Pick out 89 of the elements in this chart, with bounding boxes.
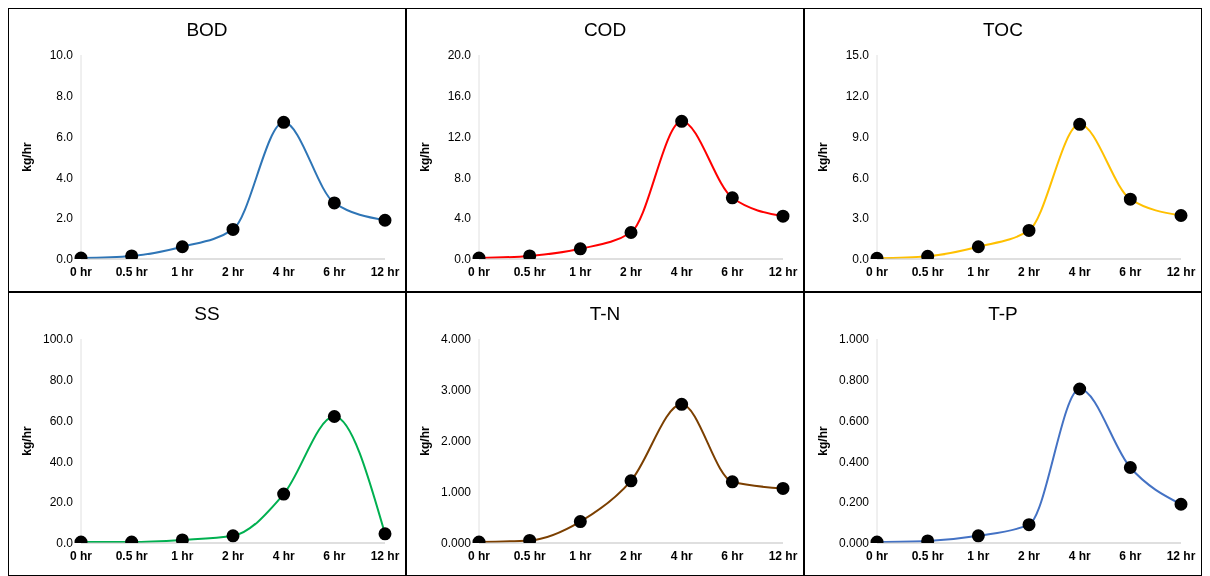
y-tick-label: 0.600 — [838, 413, 870, 428]
chart-title: T-N — [588, 303, 622, 325]
y-tick-label: 0.400 — [838, 454, 870, 469]
x-tick-label: 4 hr — [670, 264, 693, 279]
x-tick-label: 12 hr — [1166, 264, 1196, 279]
y-tick-label: 6.0 — [56, 129, 74, 144]
x-tick-label: 0 hr — [69, 264, 93, 279]
x-tick-label: 2 hr — [1017, 548, 1041, 563]
x-tick-label: 6 hr — [721, 264, 744, 279]
x-tick-label: 0 hr — [865, 548, 889, 563]
y-tick-label: 1.000 — [440, 485, 472, 500]
x-tick-label: 12 hr — [768, 264, 798, 279]
x-tick-label: 2 hr — [619, 548, 643, 563]
x-tick-label: 4 hr — [272, 548, 295, 563]
x-tick-label: 0.5 hr — [513, 548, 546, 563]
y-tick-label: 20.0 — [447, 48, 472, 63]
y-axis-title: kg/hr — [418, 142, 433, 172]
y-tick-label: 12.0 — [447, 129, 472, 144]
x-tick-label: 12 hr — [370, 264, 400, 279]
y-tick-label: 9.0 — [852, 129, 870, 144]
x-tick-label: 0 hr — [467, 264, 491, 279]
y-axis-title: kg/hr — [816, 142, 831, 172]
y-tick-label: 0.0 — [56, 252, 74, 267]
y-tick-label: 60.0 — [49, 413, 74, 428]
chart-title: SS — [193, 303, 221, 325]
x-tick-label: 2 hr — [221, 264, 245, 279]
x-tick-label: 4 hr — [272, 264, 295, 279]
chart-title: T-P — [987, 303, 1019, 325]
y-axis-title: kg/hr — [816, 426, 831, 456]
x-tick-label: 0.5 hr — [911, 264, 944, 279]
y-tick-label: 80.0 — [49, 373, 74, 388]
y-tick-label: 3.0 — [852, 211, 870, 226]
x-tick-label: 2 hr — [1017, 264, 1041, 279]
x-tick-label: 2 hr — [221, 548, 245, 563]
x-tick-label: 1 hr — [171, 264, 194, 279]
x-tick-label: 6 hr — [323, 264, 346, 279]
x-tick-label: 4 hr — [1068, 548, 1091, 563]
y-tick-label: 0.200 — [838, 495, 870, 510]
x-tick-label: 1 hr — [967, 264, 990, 279]
y-tick-label: 2.0 — [56, 211, 74, 226]
x-tick-label: 0 hr — [865, 264, 889, 279]
x-tick-label: 4 hr — [670, 548, 693, 563]
y-tick-label: 2.000 — [440, 434, 472, 449]
y-tick-label: 10.0 — [49, 48, 74, 63]
x-tick-label: 2 hr — [619, 264, 643, 279]
x-tick-label: 12 hr — [1166, 548, 1196, 563]
x-tick-label: 6 hr — [1119, 548, 1142, 563]
x-tick-label: 0 hr — [467, 548, 491, 563]
chart-title: TOC — [982, 19, 1024, 41]
chart-title: BOD — [185, 19, 229, 41]
y-tick-label: 100.0 — [42, 332, 74, 347]
y-tick-label: 20.0 — [49, 495, 74, 510]
chart-title: COD — [582, 19, 628, 41]
y-tick-label: 4.0 — [454, 211, 472, 226]
x-tick-label: 0.5 hr — [513, 264, 546, 279]
x-tick-label: 0.5 hr — [115, 548, 148, 563]
y-tick-label: 12.0 — [845, 89, 870, 104]
y-tick-label: 15.0 — [845, 48, 870, 63]
x-tick-label: 4 hr — [1068, 264, 1091, 279]
y-tick-label: 8.0 — [56, 89, 74, 104]
y-tick-label: 4.0 — [56, 170, 74, 185]
y-tick-label: 8.0 — [454, 170, 472, 185]
x-tick-label: 6 hr — [1119, 264, 1142, 279]
x-tick-label: 1 hr — [967, 548, 990, 563]
y-tick-label: 0.0 — [852, 252, 870, 267]
y-tick-label: 1.000 — [838, 332, 870, 347]
x-tick-label: 6 hr — [721, 548, 744, 563]
x-tick-label: 12 hr — [768, 548, 798, 563]
x-tick-label: 12 hr — [370, 548, 400, 563]
y-tick-label: 3.000 — [440, 383, 472, 398]
y-tick-label: 40.0 — [49, 454, 74, 469]
y-tick-label: 6.0 — [852, 170, 870, 185]
y-tick-label: 0.800 — [838, 373, 870, 388]
x-tick-label: 0.5 hr — [911, 548, 944, 563]
y-axis-title: kg/hr — [418, 426, 433, 456]
y-axis-title: kg/hr — [20, 142, 35, 172]
x-tick-label: 0 hr — [69, 548, 93, 563]
y-axis-title: kg/hr — [20, 426, 35, 456]
x-tick-label: 0.5 hr — [115, 264, 148, 279]
y-tick-label: 16.0 — [447, 89, 472, 104]
y-tick-label: 0.0 — [454, 252, 472, 267]
y-tick-label: 0.0 — [56, 536, 74, 551]
y-tick-label: 0.000 — [440, 536, 472, 551]
y-tick-label: 0.000 — [838, 536, 870, 551]
x-tick-label: 1 hr — [569, 264, 592, 279]
x-tick-label: 1 hr — [171, 548, 194, 563]
x-tick-label: 6 hr — [323, 548, 346, 563]
x-tick-label: 1 hr — [569, 548, 592, 563]
y-tick-label: 4.000 — [440, 332, 472, 347]
